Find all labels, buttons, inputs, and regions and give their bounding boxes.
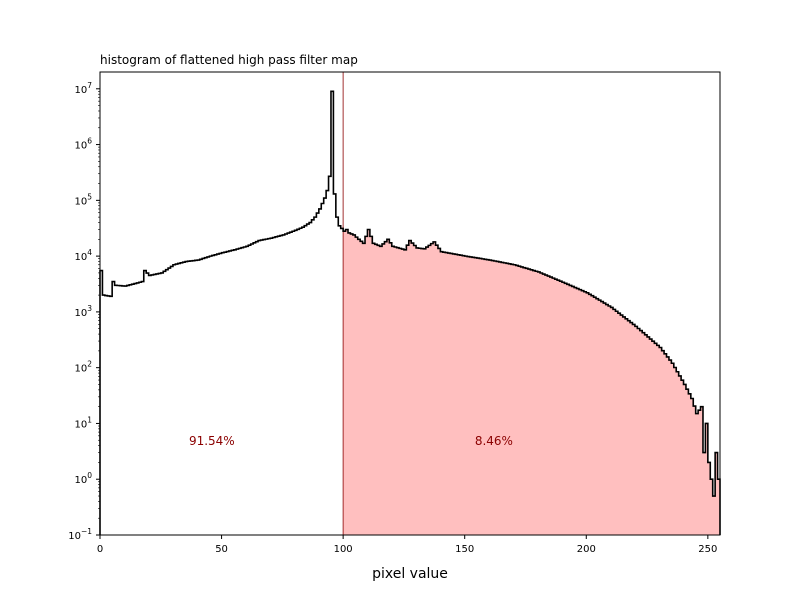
plot-frame (99, 71, 721, 536)
x-axis-label: pixel value (372, 566, 448, 582)
x-tick-label: 0 (97, 544, 103, 555)
tail-shaded-region (343, 229, 720, 535)
x-tick-label: 100 (334, 544, 353, 555)
y-tick-label: 101 (74, 415, 92, 430)
percentage-annotation: 91.54% (189, 434, 235, 448)
x-tick-label: 250 (698, 544, 717, 555)
y-tick-label: 105 (74, 192, 92, 207)
chart-title: histogram of flattened high pass filter … (100, 53, 358, 67)
y-tick-label: 107 (74, 81, 92, 96)
histogram-step-line (99, 90, 721, 535)
x-tick-label: 150 (455, 544, 474, 555)
percentage-annotation: 8.46% (475, 434, 513, 448)
x-tick-label: 200 (577, 544, 596, 555)
y-tick-label: 106 (74, 137, 92, 152)
y-tick-label: 103 (74, 304, 92, 319)
y-tick-label: 102 (74, 360, 92, 375)
y-tick-label: 10−1 (68, 527, 92, 542)
y-tick-label: 100 (74, 471, 92, 486)
x-tick-label: 50 (215, 544, 228, 555)
y-tick-label: 104 (74, 248, 92, 263)
